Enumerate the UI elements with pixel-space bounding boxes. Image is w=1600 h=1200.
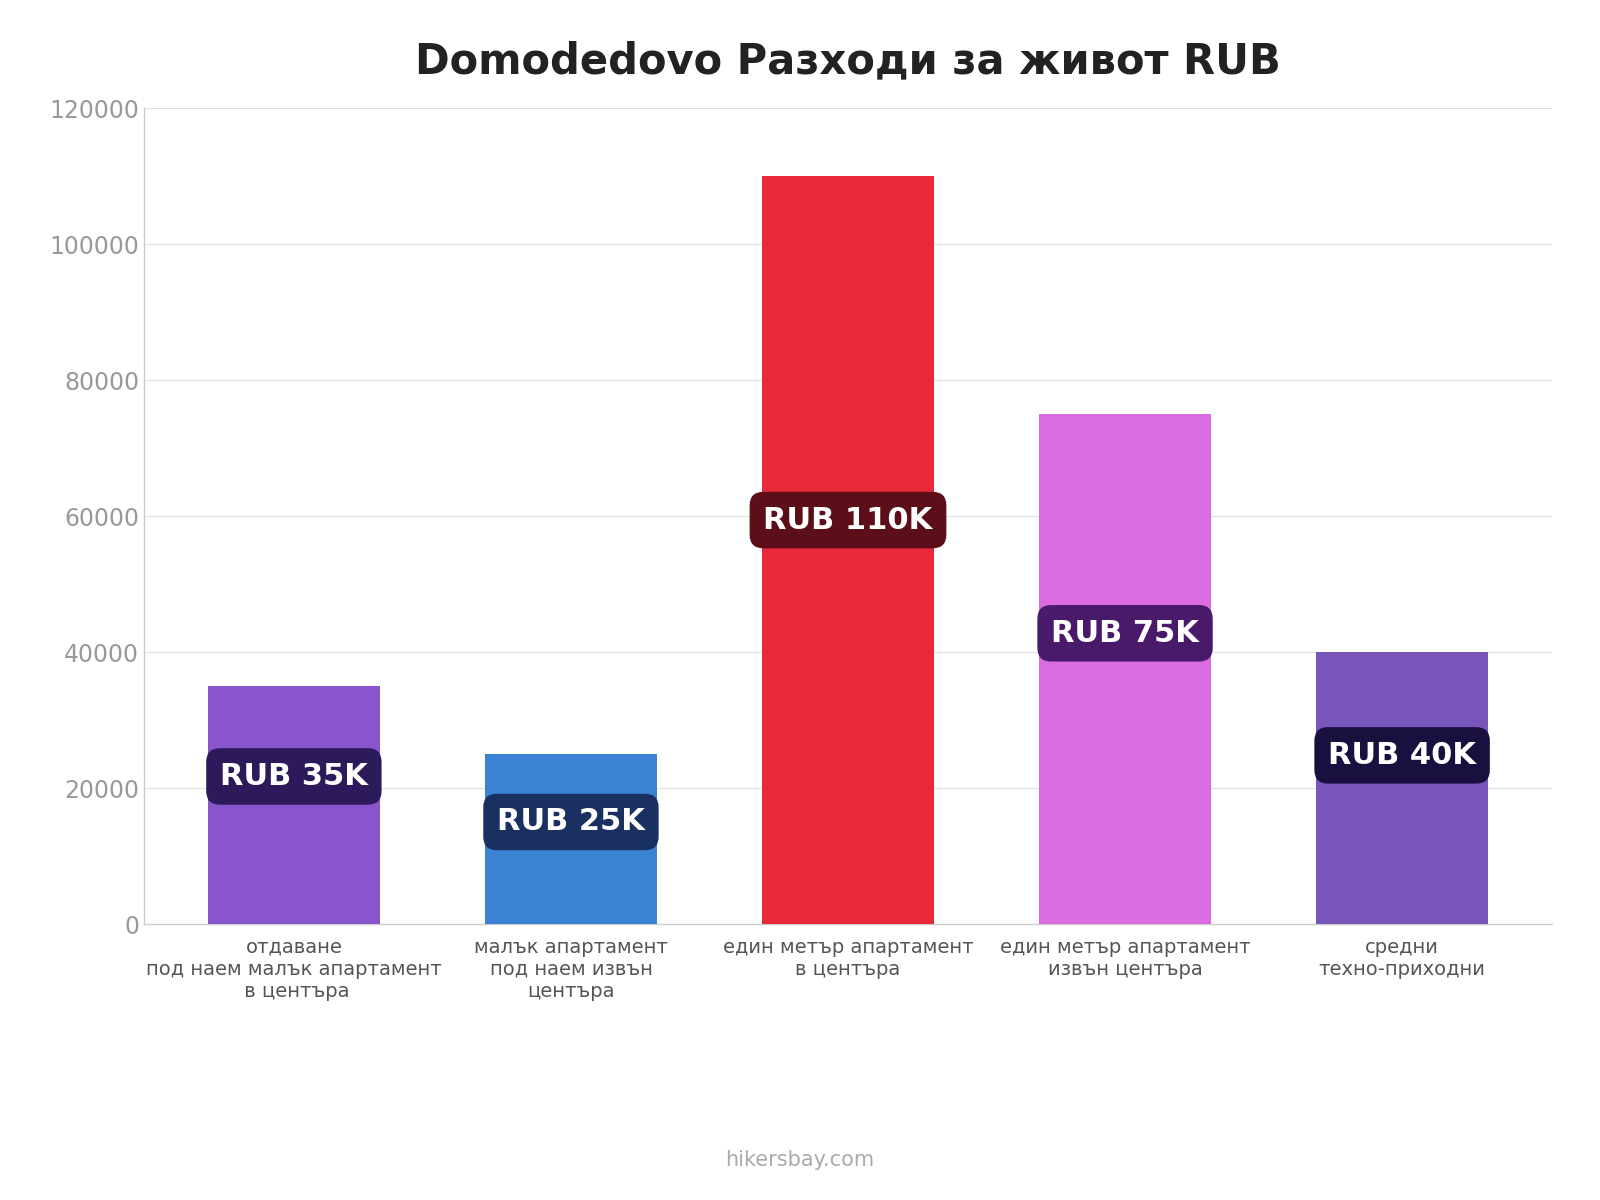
Text: RUB 75K: RUB 75K <box>1051 619 1198 648</box>
Text: RUB 40K: RUB 40K <box>1328 740 1477 770</box>
Text: RUB 25K: RUB 25K <box>498 808 645 836</box>
Bar <box>1317 652 1488 924</box>
Title: Domodedovo Разходи за живот RUB: Domodedovo Разходи за живот RUB <box>414 41 1282 83</box>
Text: hikersbay.com: hikersbay.com <box>725 1150 875 1170</box>
Bar <box>208 686 379 924</box>
Bar <box>1038 414 1211 924</box>
Bar <box>762 176 934 924</box>
Text: RUB 110K: RUB 110K <box>763 505 933 534</box>
Bar <box>485 754 658 924</box>
Text: RUB 35K: RUB 35K <box>219 762 368 791</box>
